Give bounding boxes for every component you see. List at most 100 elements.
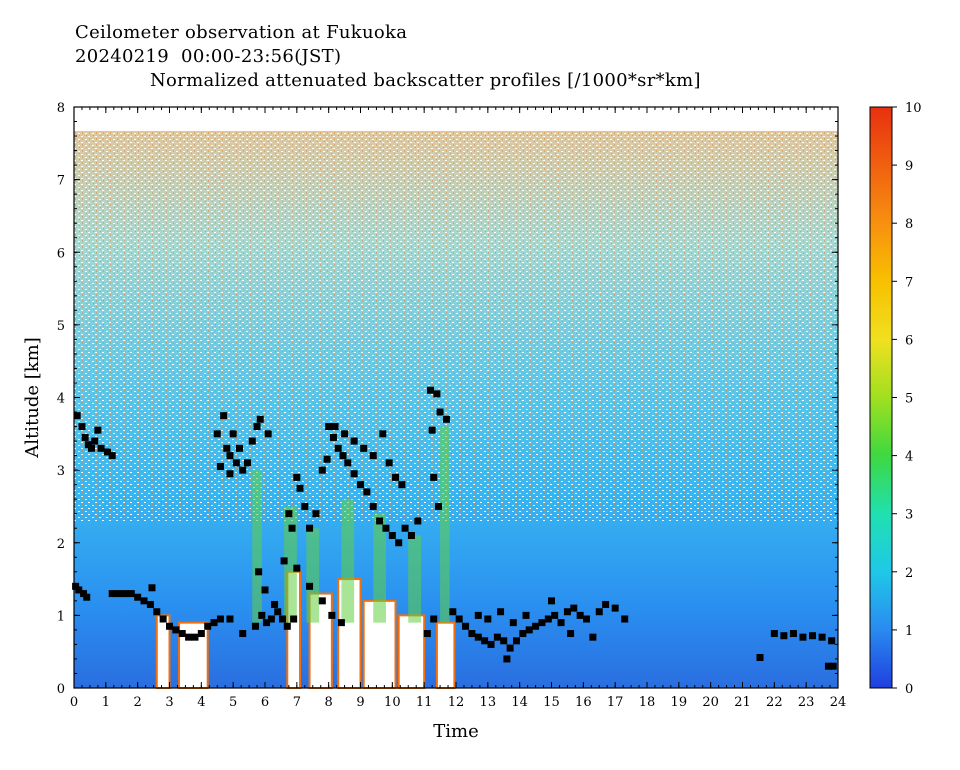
cloud-base-point: [255, 568, 263, 576]
cloud-base-point: [337, 619, 345, 627]
cloud-base-point: [323, 455, 331, 463]
x-tick-label: 4: [197, 695, 205, 710]
cloud-base-point: [481, 637, 489, 645]
plume-column: [284, 506, 297, 623]
cloud-base-point: [563, 608, 571, 616]
cloud-base-point: [829, 662, 837, 670]
cloud-base-point: [267, 615, 275, 623]
cloud-base-point: [251, 622, 259, 630]
cloud-base-point: [756, 653, 764, 661]
cloud-base-point: [339, 452, 347, 460]
cloud-base-point: [570, 604, 578, 612]
chart-title-line-2: 20240219 00:00-23:56(JST): [75, 46, 342, 67]
cloud-base-point: [88, 444, 96, 452]
cloud-base-point: [243, 459, 251, 467]
cloud-base-point: [334, 444, 342, 452]
cloud-base-point: [73, 412, 81, 420]
x-tick-label: 6: [261, 695, 269, 710]
cloud-base-point: [379, 430, 387, 438]
cloud-base-point: [818, 633, 826, 641]
cloud-base-point: [493, 633, 501, 641]
cloud-base-point: [81, 433, 89, 441]
cloud-base-point: [204, 622, 212, 630]
cloud-base-point: [328, 611, 336, 619]
cloud-base-point: [544, 615, 552, 623]
cloud-base-point: [285, 510, 293, 518]
cloud-base-point: [430, 473, 438, 481]
y-tick-label: 6: [57, 246, 65, 261]
cloud-base-point: [398, 481, 406, 489]
chart-title-line-1: Ceilometer observation at Fukuoka: [75, 22, 408, 43]
cloud-base-point: [290, 615, 298, 623]
cloud-base-point: [166, 622, 173, 630]
cloud-base-point: [153, 608, 161, 616]
cloud-base-point: [357, 481, 364, 489]
cloud-base-point: [121, 590, 129, 598]
cloud-base-point: [191, 633, 199, 641]
cloud-base-point: [497, 608, 505, 616]
cloud-base-point: [401, 524, 409, 532]
cloud-base-point: [532, 622, 540, 630]
x-tick-label: 0: [70, 695, 78, 710]
cloud-base-point: [462, 622, 470, 630]
cloud-base-point: [280, 557, 288, 565]
cloud-base-point: [449, 608, 457, 616]
cloud-base-point: [436, 408, 444, 416]
y-tick-label: 4: [57, 392, 65, 407]
cloud-base-point: [293, 473, 301, 481]
cloud-base-point: [283, 622, 291, 630]
cloud-base-point: [108, 452, 116, 460]
y-tick-label: 1: [57, 609, 65, 624]
x-tick-label: 9: [356, 695, 364, 710]
cloud-base-point: [392, 473, 400, 481]
cloud-base-point: [97, 444, 105, 452]
x-tick-label: 8: [325, 695, 333, 710]
cloud-base-point: [248, 437, 256, 445]
cloud-base-point: [595, 608, 603, 616]
x-tick-label: 24: [830, 695, 847, 710]
cloud-base-point: [172, 626, 180, 634]
x-tick-label: 18: [639, 695, 656, 710]
cloud-base-point: [253, 423, 261, 431]
y-tick-label: 2: [57, 537, 65, 552]
cloud-base-point: [261, 586, 269, 594]
cloud-base-point: [428, 426, 436, 434]
colorbar: 0 1 2 3 4 5 6 7 8 9 10: [869, 101, 922, 697]
noise-texture: [74, 130, 838, 521]
colorbar-tick-label: 1: [905, 624, 913, 639]
cloud-base-point: [312, 510, 320, 518]
cloud-base-point: [220, 412, 228, 420]
cloud-base-point: [427, 386, 435, 394]
cloud-base-point: [223, 444, 231, 452]
x-tick-label: 10: [384, 695, 401, 710]
cloud-base-point: [430, 615, 438, 623]
x-tick-label: 21: [734, 695, 751, 710]
cloud-base-point: [474, 633, 482, 641]
y-tick-label: 3: [57, 464, 65, 479]
y-axis-label: Altitude [km]: [22, 337, 43, 459]
cloud-base-point: [75, 586, 83, 594]
x-tick-label: 20: [702, 695, 719, 710]
cloud-base-point: [484, 615, 492, 623]
cloud-base-point: [178, 630, 186, 638]
cloud-base-point: [239, 466, 247, 474]
cloud-base-point: [500, 637, 508, 645]
x-tick-label: 5: [229, 695, 237, 710]
cloud-base-point: [256, 415, 264, 423]
cloud-base-point: [148, 584, 156, 592]
colorbar-tick-label: 0: [905, 682, 913, 697]
cloud-base-point: [487, 640, 495, 648]
x-axis-label: Time: [433, 721, 478, 742]
cloud-base-point: [232, 459, 240, 467]
plume-column: [440, 426, 450, 623]
x-tick-label: 3: [165, 695, 173, 710]
cloud-base-point: [369, 502, 377, 510]
x-tick-label: 12: [448, 695, 465, 710]
cloud-base-point: [360, 444, 368, 452]
saturated-region: [397, 614, 426, 689]
cloud-base-point: [770, 630, 778, 638]
cloud-base-point: [103, 448, 111, 456]
cloud-base-point: [799, 633, 807, 641]
cloud-base-point: [306, 582, 314, 590]
cloud-base-point: [134, 593, 142, 601]
